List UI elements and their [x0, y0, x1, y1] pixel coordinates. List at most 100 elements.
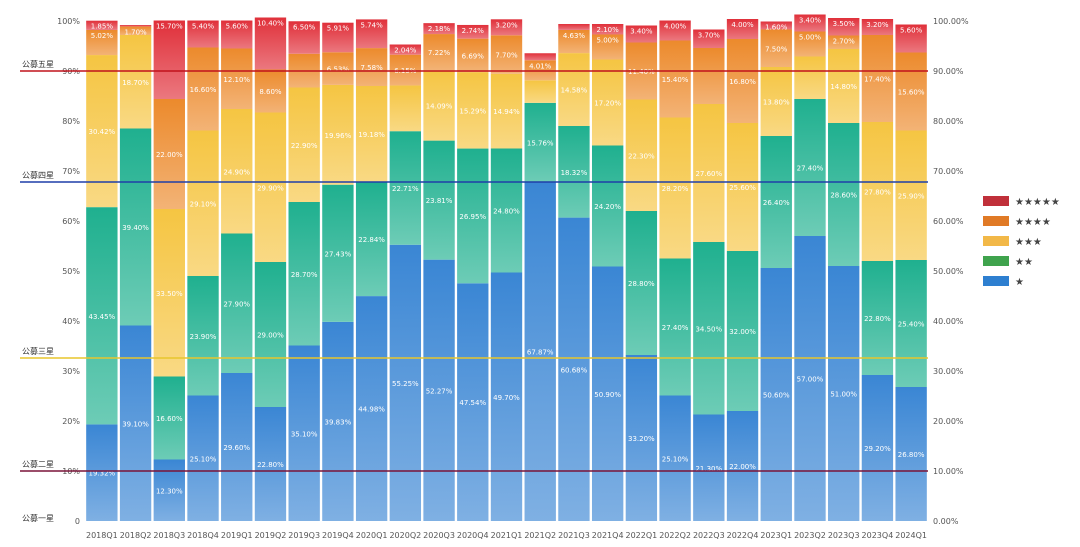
- bar-segment-3-star: [322, 84, 354, 185]
- segment-value-label: 24.80%: [493, 208, 520, 216]
- bar-segment-4-star: [254, 69, 287, 113]
- x-tick-label: 2021Q1: [491, 531, 523, 540]
- bar-segment-3-star: [389, 85, 422, 132]
- segment-value-label: 28.70%: [291, 271, 318, 279]
- bar-segment-4-star: [153, 99, 185, 209]
- segment-value-label: 14.94%: [493, 108, 520, 116]
- segment-value-label: 39.40%: [122, 224, 149, 232]
- segment-value-label: 14.58%: [561, 87, 588, 95]
- legend-swatch: [983, 256, 1009, 266]
- legend-swatch: [983, 216, 1009, 226]
- bar-segment-4-star: [693, 48, 725, 104]
- segment-value-label: 25.60%: [729, 184, 756, 192]
- bar-segment-5-star: [659, 20, 691, 41]
- bar-segment-2-star: [794, 99, 826, 236]
- segment-value-label: 27.80%: [864, 189, 891, 197]
- bar-segment-2-star: [558, 126, 590, 218]
- segment-value-label: 15.40%: [662, 76, 689, 84]
- x-tick-label: 2021Q2: [524, 531, 556, 540]
- bar-segment-2-star: [625, 211, 658, 355]
- bar-segment-5-star: [794, 14, 826, 32]
- segment-value-label: 28.80%: [628, 280, 655, 288]
- segment-value-label: 2.04%: [394, 47, 417, 55]
- bar-segment-5-star: [625, 25, 658, 43]
- segment-value-label: 5.00%: [597, 37, 620, 45]
- segment-value-label: 32.00%: [729, 328, 756, 336]
- bar-segment-1-star: [322, 321, 354, 521]
- bar-segment-3-star: [895, 130, 927, 260]
- bar-segment-3-star: [490, 73, 523, 149]
- reference-line-label: 公募四星: [22, 170, 54, 180]
- segment-value-label: 35.10%: [291, 430, 318, 438]
- bar-segment-2-star: [457, 148, 489, 284]
- y-tick-left: 100%: [57, 17, 80, 26]
- bar-segment-3-star: [254, 112, 287, 262]
- bar-segment-4-star: [828, 35, 860, 49]
- segment-value-label: 16.80%: [729, 78, 756, 86]
- bar-segment-3-star: [355, 86, 388, 182]
- segment-value-label: 22.80%: [257, 461, 284, 469]
- bar-segment-5-star: [895, 24, 927, 53]
- segment-value-label: 23.90%: [190, 333, 217, 341]
- bar-segment-1-star: [659, 395, 691, 521]
- segment-value-label: 5.60%: [226, 23, 249, 31]
- bar-segment-1-star: [153, 459, 185, 521]
- bar-segment-1-star: [187, 395, 219, 521]
- legend-swatch: [983, 196, 1009, 206]
- segment-value-label: 2.70%: [833, 38, 856, 46]
- x-tick-label: 2020Q1: [356, 531, 388, 540]
- bar-segment-5-star: [221, 20, 253, 49]
- segment-value-label: 18.32%: [561, 169, 588, 177]
- segment-value-label: 29.90%: [257, 184, 284, 192]
- y-tick-right: 90.00%: [933, 67, 964, 76]
- bar-segment-5-star: [558, 24, 590, 30]
- bar-segment-1-star: [86, 424, 118, 521]
- bar-segment-1-star: [254, 407, 287, 521]
- legend-swatch: [983, 276, 1009, 286]
- bar-segment-3-star: [457, 72, 489, 149]
- segment-value-label: 4.01%: [529, 62, 552, 70]
- segment-value-label: 2.10%: [597, 26, 620, 34]
- segment-value-label: 1.70%: [124, 29, 147, 37]
- bar-segment-3-star: [693, 104, 725, 242]
- y-tick-right: 60.00%: [933, 217, 964, 226]
- bar-segment-3-star: [760, 67, 792, 136]
- segment-value-label: 60.68%: [561, 366, 588, 374]
- bar-segment-5-star: [288, 21, 320, 54]
- segment-value-label: 25.40%: [898, 321, 925, 329]
- segment-value-label: 26.40%: [763, 199, 790, 207]
- bar-segment-5-star: [187, 20, 219, 48]
- bar-segment-3-star: [423, 70, 455, 141]
- bar-segment-3-star: [794, 56, 826, 99]
- legend-label: ★★★: [1015, 237, 1042, 248]
- reference-line-label: 公募二星: [22, 459, 54, 469]
- y-tick-left: 60%: [62, 217, 80, 226]
- bar-segment-2-star: [288, 202, 320, 346]
- legend-label: ★: [1015, 277, 1024, 288]
- x-tick-label: 2022Q1: [626, 531, 658, 540]
- y-tick-left: 20%: [62, 417, 80, 426]
- segment-value-label: 15.29%: [459, 107, 486, 115]
- segment-value-label: 26.95%: [459, 213, 486, 221]
- x-tick-label: 2018Q3: [153, 531, 185, 540]
- legend-label: ★★★★★: [1015, 197, 1060, 208]
- segment-value-label: 3.20%: [495, 21, 518, 29]
- segment-value-label: 55.25%: [392, 380, 419, 388]
- segment-value-label: 57.00%: [797, 376, 824, 384]
- bar-segment-2-star: [726, 251, 759, 411]
- segment-value-label: 49.70%: [493, 394, 520, 402]
- segment-value-label: 14.80%: [830, 83, 857, 91]
- y-tick-left: 50%: [62, 267, 80, 276]
- segment-value-label: 43.45%: [89, 313, 116, 321]
- x-tick-label: 2023Q4: [862, 531, 894, 540]
- bar-segment-3-star: [726, 123, 759, 251]
- segment-value-label: 24.20%: [594, 203, 621, 211]
- bar-segment-3-star: [828, 49, 860, 123]
- y-tick-right: 50.00%: [933, 267, 964, 276]
- legend-group: ★★★★★★★★★★★★★★★: [983, 196, 1060, 288]
- bar-segment-2-star: [86, 207, 118, 425]
- bar-segment-4-star: [760, 29, 792, 67]
- bar-segment-5-star: [490, 19, 523, 36]
- segment-value-label: 17.20%: [594, 100, 621, 108]
